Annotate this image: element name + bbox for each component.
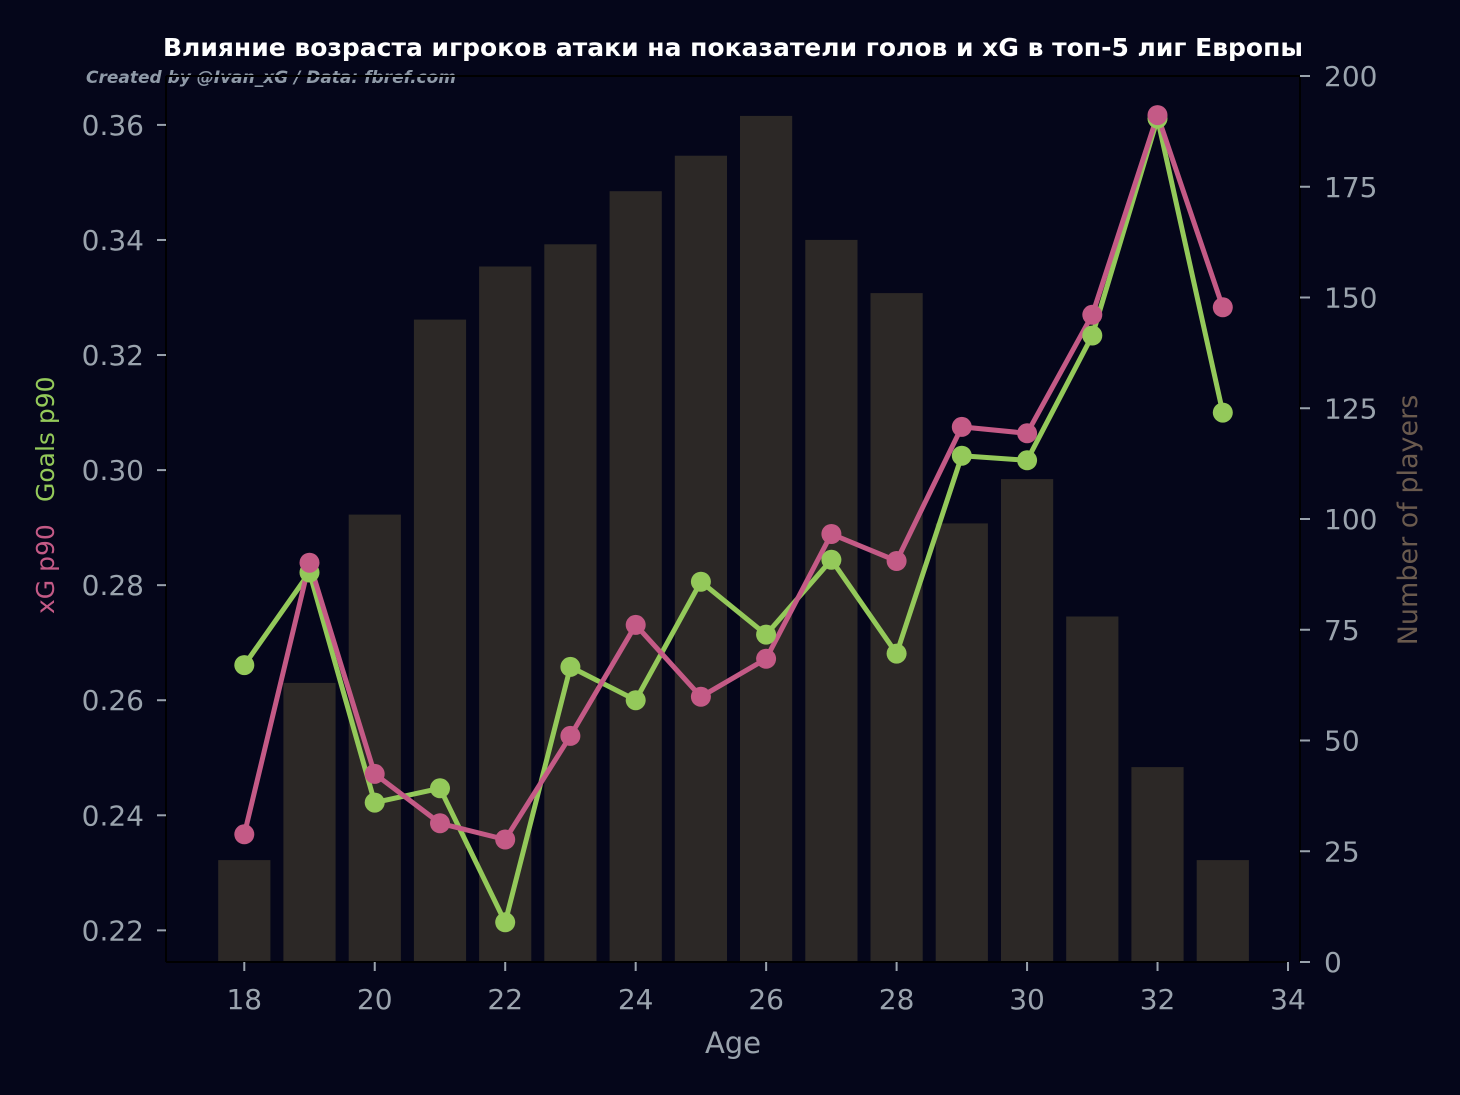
players-bar-24 — [609, 191, 662, 962]
xg-point-28 — [886, 551, 907, 571]
players-bar-21 — [413, 319, 467, 963]
goals-line — [241, 116, 1226, 925]
players-bar-26 — [740, 115, 793, 962]
xg-point-19 — [299, 552, 320, 573]
goals-point-30 — [1017, 450, 1038, 471]
players-bar-29 — [935, 523, 988, 962]
y-right-tick-label-150: 150 — [1324, 282, 1377, 315]
goals-point-22 — [495, 912, 516, 933]
players-bar-23 — [544, 244, 597, 963]
x-tick-label-26: 26 — [748, 983, 784, 1016]
y-right-tick-label-175: 175 — [1324, 171, 1377, 204]
y-left-tick-label-0.26: 0.26 — [82, 684, 144, 717]
y-left-tick-label-0.30: 0.30 — [82, 454, 144, 487]
xg-point-26 — [756, 648, 777, 669]
goals-point-31 — [1082, 325, 1103, 346]
x-tick-label-32: 32 — [1140, 983, 1176, 1016]
players-bar-19 — [283, 682, 336, 962]
xg-point-20 — [364, 763, 385, 784]
xg-point-31 — [1082, 304, 1103, 325]
y-left-tick-label-0.28: 0.28 — [82, 569, 144, 602]
xg-point-30 — [1017, 423, 1038, 444]
goals-point-29 — [951, 445, 972, 466]
x-tick-label-30: 30 — [1009, 983, 1045, 1016]
goals-point-28 — [886, 643, 907, 664]
xg-line — [241, 112, 1226, 842]
players-bar-30 — [1001, 479, 1054, 962]
goals-point-26 — [756, 624, 777, 645]
chart-title: Влияние возраста игроков атаки на показа… — [163, 33, 1303, 62]
x-tick-label-22: 22 — [487, 983, 523, 1016]
players-bar-25 — [674, 155, 727, 962]
lines-layer — [234, 105, 1233, 933]
y-right-tick-label-200: 200 — [1324, 60, 1377, 93]
goals-point-18 — [234, 655, 255, 676]
xg-point-25 — [690, 686, 711, 707]
xg-point-32 — [1147, 105, 1168, 126]
y-left-tick-label-0.22: 0.22 — [82, 914, 144, 947]
y-axis-label-goals: Goals p90 — [31, 376, 60, 502]
y-left-tick-label-0.34: 0.34 — [82, 224, 144, 257]
xg-point-29 — [951, 416, 972, 437]
x-tick-label-20: 20 — [357, 983, 393, 1016]
axes-layer: 18 20 22 24 26 28 30 32 34 0.22 0.24 0.26 0.28 0.30 0.… — [82, 60, 1378, 1016]
goals-point-27 — [821, 549, 842, 570]
xg-point-23 — [560, 725, 581, 746]
goals-point-33 — [1212, 402, 1233, 423]
y-axis-label-players: Number of players — [1393, 395, 1424, 646]
players-bar-31 — [1066, 616, 1119, 962]
players-bar-18 — [218, 860, 271, 962]
x-tick-label-24: 24 — [618, 983, 654, 1016]
y-right-tick-label-125: 125 — [1324, 392, 1377, 425]
y-right-tick-label-75: 75 — [1324, 614, 1360, 647]
y-right-tick-label-50: 50 — [1324, 725, 1360, 758]
xg-point-24 — [625, 614, 646, 635]
y-right-tick-label-100: 100 — [1324, 503, 1377, 536]
x-tick-label-28: 28 — [879, 983, 915, 1016]
y-left-tick-label-0.24: 0.24 — [82, 799, 144, 832]
xg-point-21 — [430, 813, 450, 834]
y-right-tick-label-25: 25 — [1324, 835, 1360, 868]
goals-point-25 — [690, 571, 711, 592]
y-right-tick-label-0: 0 — [1324, 946, 1342, 979]
players-bar-32 — [1131, 767, 1184, 962]
y-left-tick-label-0.32: 0.32 — [82, 339, 144, 372]
x-tick-label-18: 18 — [226, 983, 262, 1016]
xg-point-33 — [1212, 297, 1233, 318]
xg-point-27 — [821, 524, 842, 544]
players-bar-33 — [1196, 860, 1249, 962]
xg-point-18 — [234, 824, 255, 845]
bars-layer — [218, 115, 1249, 963]
goals-point-23 — [560, 656, 581, 677]
players-bar-27 — [805, 239, 858, 962]
y-axis-label-xg: xG p90 — [31, 524, 60, 614]
chart-credit: Created by @Ivan_xG / Data: fbref.com — [86, 68, 456, 88]
goals-point-24 — [625, 690, 646, 711]
goals-point-21 — [430, 778, 450, 799]
xg-point-22 — [495, 829, 516, 850]
y-left-tick-label-0.36: 0.36 — [82, 109, 144, 142]
x-tick-label-34: 34 — [1270, 983, 1306, 1016]
x-axis-label: Age — [705, 1026, 761, 1060]
goals-point-20 — [364, 792, 385, 813]
